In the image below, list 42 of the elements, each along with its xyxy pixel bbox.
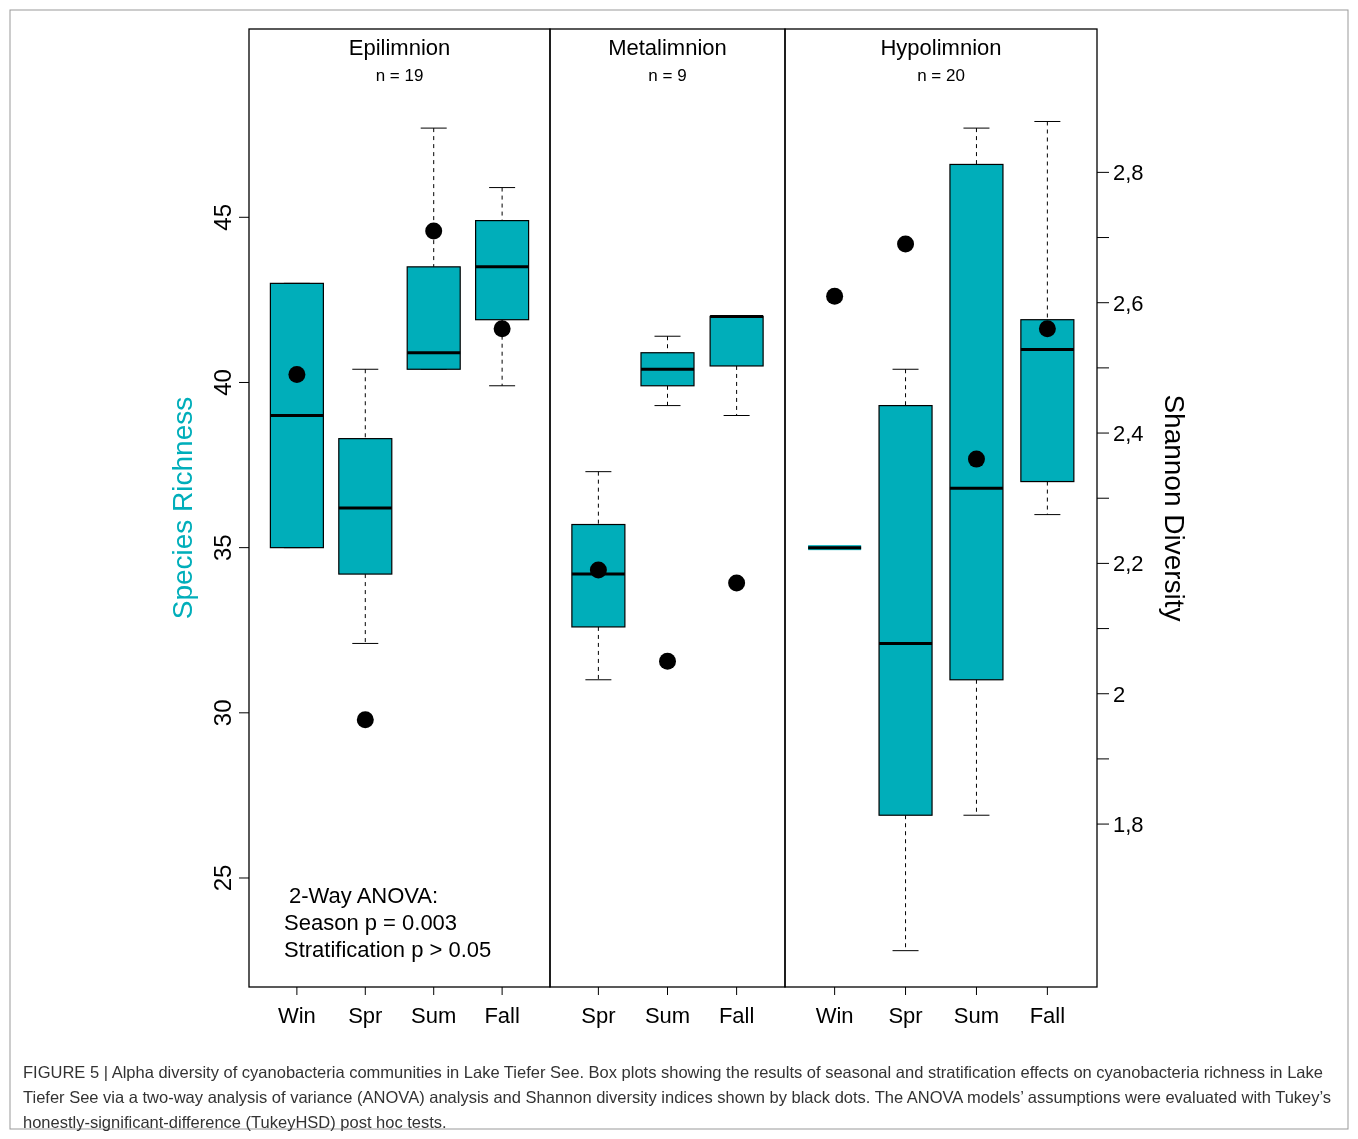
y-tick-label: 35 (209, 534, 236, 561)
x-tick-label: Fall (718, 1003, 755, 1028)
point (493, 320, 511, 338)
y2-tick-label: 1,8 (1113, 812, 1144, 838)
y-tick-label: 40 (209, 369, 236, 396)
x-tick-label: Sum (953, 1003, 1000, 1028)
y-axis-title: Species Richness (167, 396, 198, 620)
chart-title: Metalimnion (608, 35, 727, 60)
chart-title: Hypolimnion (880, 35, 1002, 60)
annotation: 2-Way ANOVA: (289, 883, 439, 908)
y2-tick-label: 2 (1113, 681, 1126, 707)
caption: FIGURE 5 | Alpha diversity of cyanobacteria communities in Lake Tiefer See. Box plots showing the results of seasonal and stratification effects on cyanobacteria richness in Lake Tiefer See via a two-way analysis of variance (ANOVA) analysis and Shannon diversity indices shown by black dots. The ANOVA models’ assumptions were evaluated with Tukey’s honestly-significant-difference (TukeyHSD) post hoc tests. (23, 1062, 1333, 1133)
text: n = 19 (375, 66, 424, 85)
point (425, 222, 443, 240)
y-tick-label: 45 (209, 203, 236, 231)
x-tick-label: Spr (888, 1003, 923, 1028)
x-tick-label: Fall (1029, 1003, 1066, 1028)
y2-axis-title: Shannon Diversity (1159, 394, 1190, 622)
text: n = 20 (917, 66, 965, 85)
text: n = 9 (648, 66, 687, 85)
x-tick-label: Win (277, 1003, 316, 1028)
x-tick-label: Win (815, 1003, 854, 1028)
y-tick-label: 25 (209, 864, 236, 892)
point (288, 365, 306, 383)
y2-tick-label: 2,6 (1113, 290, 1144, 316)
x-tick-label: Sum (644, 1003, 691, 1028)
x-tick-label: Fall (484, 1003, 520, 1028)
chart-title: Epilimnion (348, 35, 451, 60)
annotation: Season p = 0.003 (284, 910, 458, 935)
point (1038, 320, 1056, 338)
annotation: Stratification p > 0.05 (284, 937, 492, 962)
y-tick-label: 30 (209, 699, 236, 727)
y2-tick-label: 2,8 (1113, 160, 1144, 186)
x-tick-label: Spr (348, 1003, 383, 1028)
point (897, 235, 915, 253)
x-tick-label: Sum (411, 1003, 457, 1028)
y2-tick-label: 2,2 (1113, 551, 1144, 577)
point (356, 711, 374, 729)
x-tick-label: Spr (581, 1003, 616, 1028)
y2-tick-label: 2,4 (1113, 421, 1144, 447)
point (826, 287, 844, 305)
point (967, 450, 985, 468)
